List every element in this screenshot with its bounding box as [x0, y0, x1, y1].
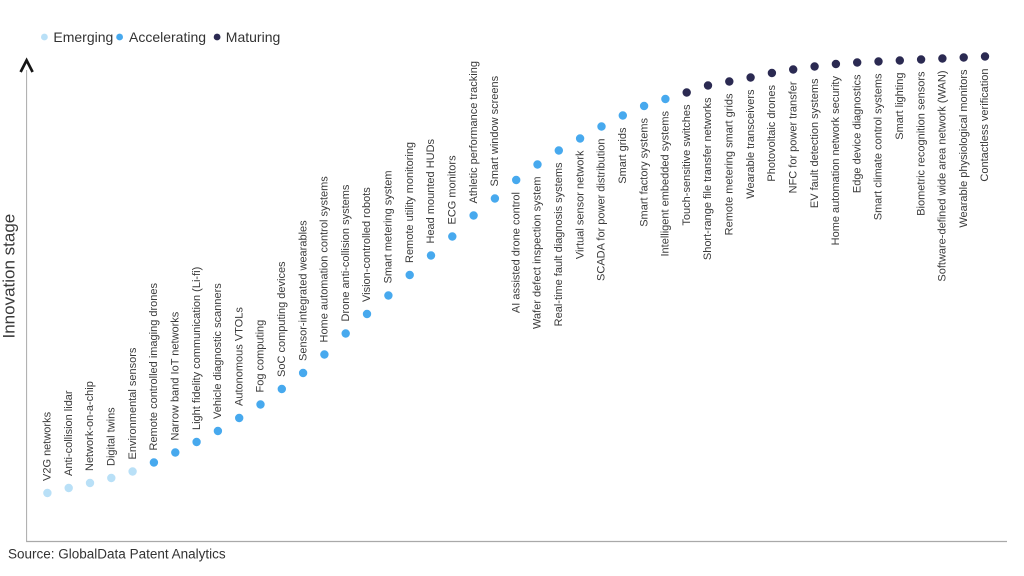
svg-text:Home automation network securi: Home automation network security [830, 76, 842, 246]
svg-text:Real-time fault diagnosis syst: Real-time fault diagnosis systems [553, 162, 565, 326]
svg-text:Edge device diagnostics: Edge device diagnostics [851, 74, 863, 193]
svg-text:Smart window screens: Smart window screens [489, 75, 501, 186]
svg-text:Photovoltaic drones: Photovoltaic drones [766, 85, 778, 182]
svg-text:Remote utility monitoring: Remote utility monitoring [404, 142, 416, 263]
svg-text:Smart climate control systems: Smart climate control systems [873, 73, 885, 220]
svg-text:Head mounted HUDs: Head mounted HUDs [425, 138, 437, 243]
svg-text:NFC for power transfer: NFC for power transfer [787, 81, 799, 193]
svg-text:V2G networks: V2G networks [42, 411, 54, 481]
svg-text:SCADA for power distribution: SCADA for power distribution [596, 139, 608, 281]
svg-text:Intelligent embedded systems: Intelligent embedded systems [660, 111, 672, 257]
svg-text:Biometric recognition sensors: Biometric recognition sensors [915, 71, 927, 216]
svg-text:Smart metering system: Smart metering system [383, 170, 395, 283]
svg-text:Drone anti-collision systems: Drone anti-collision systems [340, 184, 352, 321]
svg-text:Digital twins: Digital twins [106, 407, 118, 466]
svg-text:Wearable physiological monitor: Wearable physiological monitors [958, 69, 970, 228]
svg-text:ECG monitors: ECG monitors [447, 155, 459, 225]
svg-text:Remote metering smart grids: Remote metering smart grids [724, 93, 736, 235]
svg-text:Vehicle diagnostic scanners: Vehicle diagnostic scanners [212, 283, 224, 419]
svg-text:EV fault detection systems: EV fault detection systems [809, 78, 821, 208]
svg-text:Vision-controlled robots: Vision-controlled robots [361, 187, 373, 302]
svg-text:Narrow band IoT networks: Narrow band IoT networks [170, 311, 182, 440]
svg-text:Network-on-a-chip: Network-on-a-chip [84, 381, 96, 471]
svg-text:Remote controlled imaging dron: Remote controlled imaging drones [148, 282, 160, 450]
svg-text:Home automation control system: Home automation control systems [319, 176, 331, 343]
svg-text:Virtual sensor network: Virtual sensor network [574, 150, 586, 259]
svg-text:Touch-sensitive switches: Touch-sensitive switches [681, 104, 693, 226]
svg-text:Smart factory systems: Smart factory systems [638, 118, 650, 227]
svg-text:Autonomous VTOLs: Autonomous VTOLs [233, 307, 245, 406]
svg-text:Anti-collision lidar: Anti-collision lidar [63, 390, 75, 476]
svg-text:Accelerating: Accelerating [129, 29, 206, 45]
svg-text:Maturing: Maturing [226, 29, 280, 45]
svg-text:Emerging: Emerging [53, 29, 113, 45]
svg-text:Software-defined wide area net: Software-defined wide area network (WAN) [937, 71, 949, 282]
svg-text:Environmental sensors: Environmental sensors [127, 347, 139, 459]
svg-text:Source: GlobalData Patent Anal: Source: GlobalData Patent Analytics [8, 547, 226, 562]
svg-text:Wafer defect inspection system: Wafer defect inspection system [532, 177, 544, 329]
svg-text:Short-range file transfer netw: Short-range file transfer networks [702, 97, 714, 260]
svg-text:Fog computing: Fog computing [255, 320, 267, 393]
svg-text:Wearable transceivers: Wearable transceivers [745, 89, 757, 199]
svg-text:Light fidelity communication (: Light fidelity communication (Li-fi) [191, 267, 203, 430]
svg-text:Sensor-integrated wearables: Sensor-integrated wearables [297, 220, 309, 361]
svg-text:AI assisted drone control: AI assisted drone control [510, 192, 522, 313]
svg-text:Smart grids: Smart grids [617, 127, 629, 184]
svg-text:Athletic performance tracking: Athletic performance tracking [468, 61, 480, 203]
svg-text:Contactless verification: Contactless verification [979, 69, 991, 182]
svg-text:Innovation stage: Innovation stage [0, 214, 19, 339]
svg-text:Smart lighting: Smart lighting [894, 73, 906, 140]
svg-text:SoC computing devices: SoC computing devices [276, 261, 288, 377]
